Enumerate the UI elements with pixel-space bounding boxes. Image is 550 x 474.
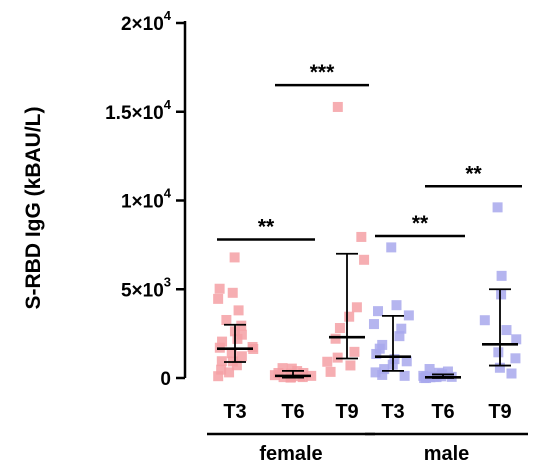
data-point bbox=[330, 333, 341, 344]
group-label: female bbox=[259, 443, 322, 465]
data-point bbox=[345, 360, 356, 371]
data-point bbox=[510, 353, 521, 364]
data-point bbox=[233, 305, 244, 316]
points-layer bbox=[213, 101, 522, 384]
group-label: male bbox=[424, 443, 470, 465]
significance-label: ** bbox=[412, 212, 429, 235]
data-point bbox=[373, 306, 384, 317]
data-point bbox=[501, 325, 512, 336]
data-point bbox=[231, 360, 242, 371]
data-point bbox=[332, 101, 343, 112]
data-point bbox=[493, 347, 504, 358]
data-point bbox=[356, 231, 367, 242]
data-point bbox=[217, 336, 228, 347]
data-point bbox=[496, 289, 507, 300]
data-point bbox=[236, 351, 247, 362]
x-tick-label: T3 bbox=[223, 401, 246, 423]
data-point bbox=[419, 373, 430, 384]
data-point bbox=[213, 371, 224, 382]
data-point bbox=[344, 311, 355, 322]
x-tick-label: T6 bbox=[431, 401, 454, 423]
data-point bbox=[403, 310, 414, 321]
x-tick-label: T9 bbox=[335, 401, 358, 423]
data-point bbox=[496, 270, 507, 281]
y-tick-label: 5×103 bbox=[121, 274, 171, 301]
data-point bbox=[213, 293, 224, 304]
data-point bbox=[394, 331, 405, 342]
data-point bbox=[424, 364, 435, 375]
significance-layer: ********* bbox=[217, 61, 522, 241]
y-axis-label: S-RBD IgG (kBAU/L) bbox=[22, 107, 45, 310]
data-point bbox=[391, 300, 402, 311]
data-point bbox=[226, 348, 237, 359]
data-point bbox=[232, 333, 243, 344]
y-tick-label: 2×104 bbox=[121, 8, 172, 35]
data-point bbox=[229, 252, 240, 263]
data-point bbox=[224, 367, 235, 378]
data-point bbox=[214, 283, 225, 294]
significance-label: ** bbox=[465, 162, 482, 185]
data-point bbox=[248, 343, 259, 354]
data-point bbox=[386, 242, 397, 253]
data-point bbox=[227, 287, 238, 298]
data-point bbox=[442, 366, 453, 377]
data-point bbox=[359, 254, 370, 265]
data-point bbox=[377, 369, 388, 380]
significance-label: *** bbox=[310, 61, 335, 84]
data-point bbox=[379, 364, 390, 375]
data-point bbox=[389, 354, 400, 365]
data-point bbox=[511, 334, 522, 345]
x-tick-label: T3 bbox=[381, 401, 404, 423]
x-tick-label: T9 bbox=[488, 401, 511, 423]
data-point bbox=[492, 202, 503, 213]
labels-layer: T3 T6 T9 T3 T6 T9 female male bbox=[207, 401, 528, 465]
data-point bbox=[306, 370, 317, 381]
data-point bbox=[236, 320, 247, 331]
data-point bbox=[286, 363, 297, 374]
data-point bbox=[368, 319, 379, 330]
data-point bbox=[374, 343, 385, 354]
data-point bbox=[506, 368, 517, 379]
data-point bbox=[370, 367, 381, 378]
data-point bbox=[371, 348, 382, 359]
stats-layer bbox=[217, 252, 518, 379]
data-point bbox=[334, 323, 345, 334]
data-point bbox=[479, 315, 490, 326]
x-tick-label: T6 bbox=[281, 401, 304, 423]
y-tick-label: 0 bbox=[160, 369, 171, 390]
data-point bbox=[401, 356, 412, 367]
data-point bbox=[494, 362, 505, 373]
data-point bbox=[396, 323, 407, 334]
y-tick-label: 1.5×104 bbox=[105, 97, 172, 124]
data-point bbox=[221, 314, 232, 325]
y-tick-label: 1×104 bbox=[121, 186, 172, 213]
data-point bbox=[216, 364, 227, 375]
axis-layer: 0 5×103 1×104 1.5×104 2×104 bbox=[105, 8, 187, 390]
data-point bbox=[325, 366, 336, 377]
data-point bbox=[349, 346, 360, 357]
data-point bbox=[322, 356, 333, 367]
data-point bbox=[351, 302, 362, 313]
data-point bbox=[216, 356, 227, 367]
data-point bbox=[269, 370, 280, 381]
data-point bbox=[399, 370, 410, 381]
significance-label: ** bbox=[258, 216, 275, 239]
